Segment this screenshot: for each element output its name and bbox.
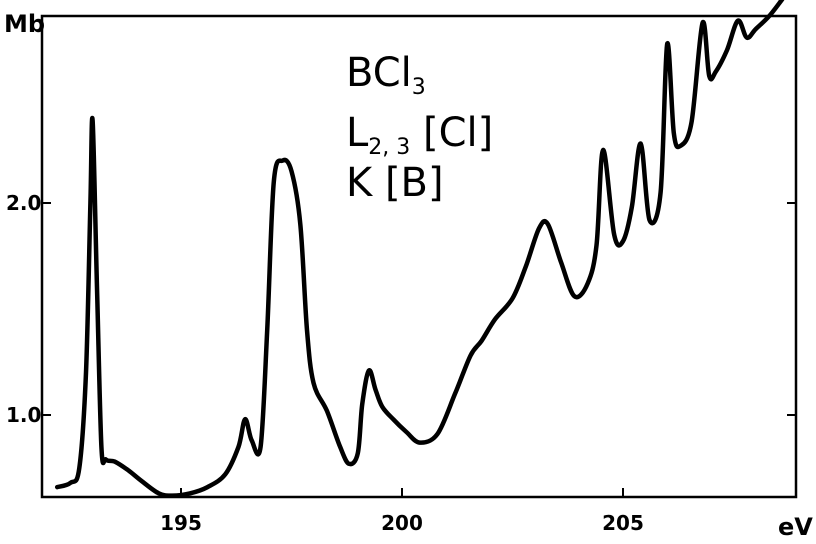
y-unit-label: Mb (4, 10, 45, 38)
series-line (54, 0, 785, 498)
x-tick-label: 200 (381, 511, 423, 535)
annotation-l23-cl: L2, 3 [Cl] (346, 110, 493, 160)
y-ticks: 1.0 2.0 (6, 191, 796, 427)
y-tick-label: 2.0 (6, 191, 41, 215)
x-tick-label: 195 (160, 511, 202, 535)
x-ticks: 195 200 205 (160, 488, 644, 535)
x-unit-label: eV (778, 513, 813, 541)
x-tick-label: 205 (602, 511, 644, 535)
annotation-k-b: K [B] (346, 160, 444, 206)
plot-frame (40, 14, 798, 499)
y-tick-label: 1.0 (6, 403, 41, 427)
annotation-bcl3: BCl3 (346, 50, 426, 100)
